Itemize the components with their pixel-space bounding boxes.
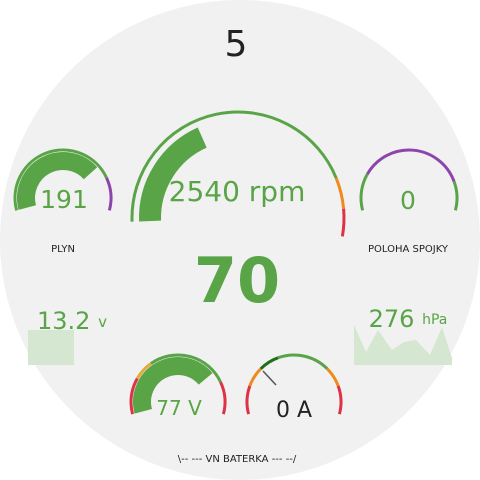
pressure-readout: 276 hPa: [369, 305, 448, 333]
hv-current-value: 0: [276, 398, 290, 423]
gear: 5: [225, 24, 248, 65]
rpm-scale-warn: [334, 177, 346, 209]
battery-unit: v: [98, 313, 107, 331]
clutch-scale: [366, 148, 456, 183]
throttle-fill: [17, 152, 98, 210]
rpm-readout: 2540 rpm: [169, 175, 306, 208]
battery-readout: 13.2 v: [37, 307, 107, 335]
current-scale-warn: [248, 367, 262, 387]
voltage-sparkline: [28, 330, 74, 365]
voltage-scale-high: [219, 381, 227, 415]
hv-current-unit: A: [297, 398, 312, 423]
hv-voltage-readout: 77 V: [156, 396, 202, 420]
pressure-value: 276: [369, 305, 415, 333]
hv-voltage-value: 77: [156, 396, 181, 420]
battery-value: 13.2: [37, 307, 90, 335]
voltage-scale-warn: [135, 362, 152, 380]
rpm-scale: [130, 110, 338, 222]
clutch-label: POLOHA SPOJKY: [368, 244, 449, 255]
current-scale-high: [336, 385, 343, 415]
voltage-fill: [133, 357, 213, 414]
current-scale-dark: [259, 356, 279, 370]
current-scale: [277, 353, 329, 370]
current-needle: [262, 370, 277, 386]
footer-label: \-- --- VN BATERKA --- --/: [178, 454, 297, 465]
clutch-scale-low: [359, 173, 369, 211]
hv-voltage-unit: V: [188, 396, 202, 420]
gauge-arcs: [13, 110, 459, 415]
clutch-scale-high: [452, 181, 459, 211]
rpm-scale-red: [340, 208, 346, 237]
current-scale-warn-high: [326, 367, 340, 387]
current-scale-low: [245, 385, 252, 415]
pressure-sparkline: [354, 325, 452, 365]
clutch-value: 0: [400, 186, 416, 215]
hv-current-readout: 0 A: [276, 398, 312, 423]
speed: 70: [194, 244, 280, 317]
throttle-scale-top: [105, 177, 113, 211]
voltage-scale: [150, 353, 222, 383]
rpm-unit: rpm: [249, 175, 306, 208]
pressure-unit: hPa: [422, 312, 447, 328]
voltage-scale-low: [129, 377, 139, 415]
rpm-value: 2540: [169, 175, 240, 208]
rpm-fill: [139, 127, 208, 222]
throttle-scale: [13, 148, 108, 211]
throttle-label: PLYN: [51, 244, 75, 255]
throttle-value: 191: [40, 185, 88, 214]
